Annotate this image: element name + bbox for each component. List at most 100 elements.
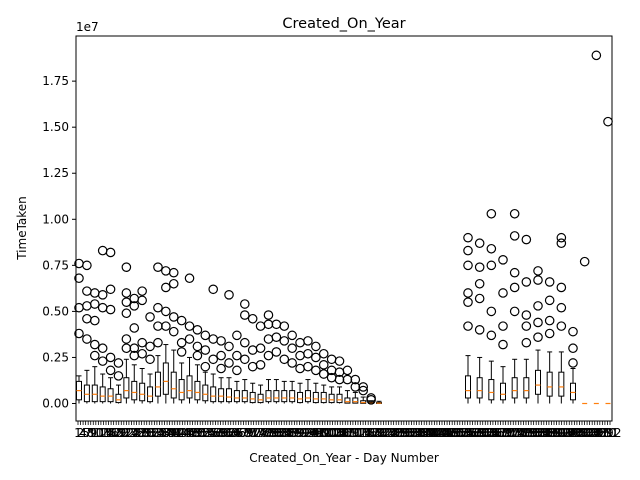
outlier-point <box>279 336 290 346</box>
outlier-point <box>200 345 211 355</box>
box-group <box>89 288 100 404</box>
outlier-point <box>121 297 132 307</box>
x-tick-label: 98 <box>312 426 327 440</box>
outlier-point <box>113 358 124 368</box>
chart-title: Created_On_Year <box>282 16 405 32</box>
box-group <box>176 315 187 404</box>
x-tick-label: 168 <box>487 426 510 440</box>
outlier-point <box>486 243 497 254</box>
x-tick-label: 20 <box>114 426 129 440</box>
outlier-point <box>358 382 369 392</box>
outlier-point <box>579 256 590 267</box>
outlier-point <box>153 321 163 331</box>
x-tick-label: 149 <box>438 426 461 440</box>
box-group <box>556 232 567 404</box>
x-tick-label: 46 <box>180 426 195 440</box>
outlier-point <box>498 255 508 265</box>
outlier-point <box>192 350 203 361</box>
x-tick-label: 17 <box>106 426 121 440</box>
x-tick-label: 118 <box>359 426 382 440</box>
outlier-point <box>137 295 147 306</box>
box-group <box>474 238 485 404</box>
x-tick-label: 56 <box>205 426 220 440</box>
outlier-point <box>89 339 100 350</box>
x-tick-label: 169 <box>489 426 512 440</box>
x-tick-label: 35 <box>152 426 167 440</box>
outlier-point <box>255 343 266 354</box>
box-body <box>465 375 471 399</box>
x-tick-label: 123 <box>372 426 395 440</box>
outlier-point <box>509 267 520 278</box>
outlier-point <box>97 245 108 256</box>
outlier-point <box>129 323 140 333</box>
outlier-point <box>74 273 84 284</box>
box-group <box>255 321 266 404</box>
box-group <box>161 266 171 404</box>
outlier-point <box>474 293 485 304</box>
x-tick-label: 108 <box>334 426 357 440</box>
box-group <box>295 337 305 404</box>
x-tick-label: 116 <box>354 426 377 440</box>
x-tick-label: 95 <box>305 426 320 440</box>
outlier-point <box>271 347 282 357</box>
x-tick-label: 99 <box>315 426 330 440</box>
x-tick-label: 207 <box>586 426 609 440</box>
y-tick-label: 1.00 <box>42 212 69 226</box>
box-body <box>226 388 232 403</box>
x-tick-label: 188 <box>537 426 560 440</box>
box-body <box>500 382 506 401</box>
x-tick-label: 193 <box>550 426 573 440</box>
outlier-point <box>533 332 543 342</box>
x-tick-label: 101 <box>316 426 339 440</box>
x-tick-label: 7 <box>84 426 92 440</box>
box-body <box>273 390 280 403</box>
x-tick-label: 27 <box>131 426 146 440</box>
box-group <box>82 260 92 404</box>
x-tick-label: 165 <box>479 426 502 440</box>
outlier-point <box>82 260 92 271</box>
x-tick-label: 111 <box>341 426 364 440</box>
box-group <box>263 310 274 404</box>
outlier-point <box>105 365 116 376</box>
box-body <box>154 371 161 397</box>
box-group <box>603 116 613 405</box>
x-tick-label: 74 <box>251 426 266 440</box>
x-tick-label: 203 <box>576 426 599 440</box>
x-tick-label: 138 <box>410 426 433 440</box>
outlier-point <box>97 302 108 313</box>
x-tick-label: 10 <box>88 426 103 440</box>
x-tick-label: 49 <box>187 426 202 440</box>
box-body <box>265 390 272 403</box>
x-tick-label: 57 <box>208 426 223 440</box>
outlier-point <box>121 308 132 319</box>
box-group <box>105 247 116 404</box>
outlier-point <box>161 266 171 276</box>
x-tick-label: 125 <box>377 426 400 440</box>
x-tick-label: 183 <box>525 426 548 440</box>
x-tick-label: 198 <box>563 426 586 440</box>
x-tick-label: 67 <box>233 426 248 440</box>
x-tick-label: 180 <box>517 426 540 440</box>
x-tick-label: 96 <box>307 426 322 440</box>
x-tick-label: 78 <box>261 426 276 440</box>
outlier-point <box>105 304 116 315</box>
x-tick-label: 92 <box>297 426 312 440</box>
x-tick-label: 170 <box>492 426 515 440</box>
x-tick-label: 94 <box>302 426 317 440</box>
x-tick-label: 36 <box>154 426 169 440</box>
box-body <box>352 397 359 404</box>
outlier-point <box>342 374 353 385</box>
box-body <box>281 390 288 403</box>
outlier-point <box>463 260 473 271</box>
x-tick-label: 110 <box>339 426 362 440</box>
box-group <box>342 365 353 404</box>
box-group <box>208 284 219 404</box>
x-tick-label: 69 <box>238 426 253 440</box>
outlier-point <box>239 354 250 365</box>
x-tick-label: 23 <box>121 426 136 440</box>
x-tick-label: 89 <box>289 426 304 440</box>
outlier-point <box>509 282 520 293</box>
x-tick-label: 153 <box>448 426 471 440</box>
outlier-point <box>239 337 250 348</box>
outlier-point <box>498 321 508 331</box>
